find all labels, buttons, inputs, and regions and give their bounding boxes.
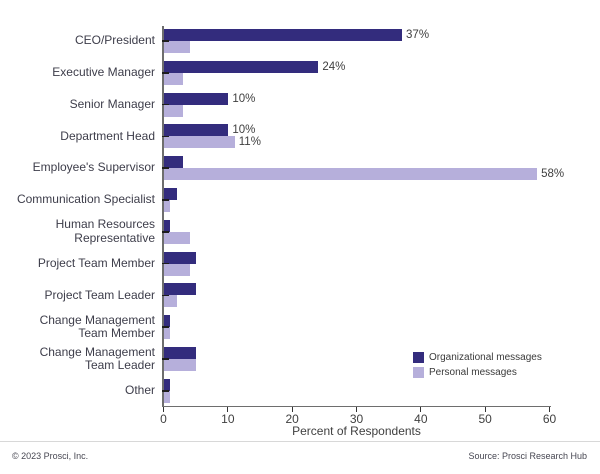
legend-label-personal: Personal messages [429, 367, 517, 378]
bar-personal [164, 231, 190, 244]
x-axis-tick [548, 407, 551, 412]
legend-swatch-organizational [413, 352, 424, 363]
data-label: 10% [232, 124, 256, 137]
bar-personal [164, 200, 171, 212]
category-label: Executive Manager [52, 65, 155, 80]
y-tick [162, 231, 169, 233]
category-label: Communication Specialist [16, 192, 155, 207]
category-label: Employee's Supervisor [32, 160, 155, 175]
bar-personal [164, 327, 171, 340]
y-tick [162, 40, 169, 42]
bar-organizational [164, 251, 197, 264]
bar-organizational [164, 347, 197, 359]
source-text: Source: Prosci Research Hub [468, 451, 587, 461]
bar-organizational [164, 283, 197, 296]
y-tick [162, 103, 169, 106]
bar-personal [164, 295, 177, 308]
y-tick [162, 358, 169, 360]
legend-item-personal: Personal messages [413, 365, 542, 380]
category-label: Human Resources Representative [55, 217, 155, 245]
footer-divider [0, 441, 600, 442]
bar-personal [164, 263, 190, 276]
legend-label-organizational: Organizational messages [429, 352, 542, 363]
y-tick [162, 135, 169, 138]
bar-organizational [164, 92, 229, 105]
x-tick-label: 10 [221, 412, 235, 426]
bar-personal [164, 41, 190, 53]
category-label: Project Team Leader [44, 287, 155, 302]
data-label: 24% [322, 60, 346, 73]
category-label: Senior Manager [69, 96, 155, 111]
data-label: 10% [232, 92, 256, 105]
y-tick [162, 390, 169, 392]
y-tick [162, 199, 169, 201]
data-label: 11% [238, 136, 261, 149]
category-label: Department Head [60, 128, 155, 143]
x-axis-tick [162, 407, 165, 412]
copyright-text: © 2023 Prosci, Inc. [12, 451, 89, 461]
bar-organizational [164, 378, 171, 391]
bar-organizational [164, 219, 171, 232]
category-label: Other [124, 383, 155, 398]
y-tick [162, 326, 169, 328]
data-label: 37% [406, 29, 430, 41]
bar-personal [164, 104, 184, 117]
y-axis-line [162, 26, 164, 406]
bar-organizational [164, 60, 319, 73]
bar-organizational [164, 124, 229, 137]
legend: Organizational messages Personal message… [413, 350, 542, 380]
x-axis-tick [291, 407, 293, 412]
bar-personal [164, 168, 538, 181]
bar-organizational [164, 156, 184, 169]
legend-item-organizational: Organizational messages [413, 350, 542, 365]
bar-personal [164, 72, 184, 85]
x-tick-label: 0 [160, 412, 167, 426]
category-label: Change Management Team Member [39, 312, 155, 341]
y-tick [162, 167, 169, 169]
bar-organizational [164, 29, 403, 41]
data-label: 58% [541, 168, 565, 181]
x-tick-label: 50 [478, 412, 492, 426]
x-axis-line [162, 405, 551, 407]
bar-personal [164, 136, 235, 149]
x-axis-tick [484, 407, 486, 412]
y-tick [162, 294, 169, 297]
x-axis-tick [355, 407, 358, 412]
bar-personal [164, 390, 171, 403]
category-label: Change Management Team Leader [39, 344, 155, 372]
x-axis-title: Percent of Respondents [292, 424, 421, 438]
legend-swatch-personal [413, 367, 424, 378]
category-label: Project Team Member [37, 255, 155, 270]
bar-personal [164, 359, 197, 371]
x-axis-tick [420, 407, 422, 412]
bar-organizational [164, 315, 171, 328]
y-tick [162, 72, 169, 74]
x-axis-tick [227, 407, 229, 412]
x-tick-label: 60 [542, 412, 557, 426]
x-tick-label: 30 [349, 412, 364, 426]
category-label: CEO/President [74, 33, 155, 48]
y-tick [162, 262, 169, 265]
bar-organizational [164, 188, 177, 200]
x-tick-label: 20 [285, 412, 299, 426]
x-tick-label: 40 [414, 412, 428, 426]
